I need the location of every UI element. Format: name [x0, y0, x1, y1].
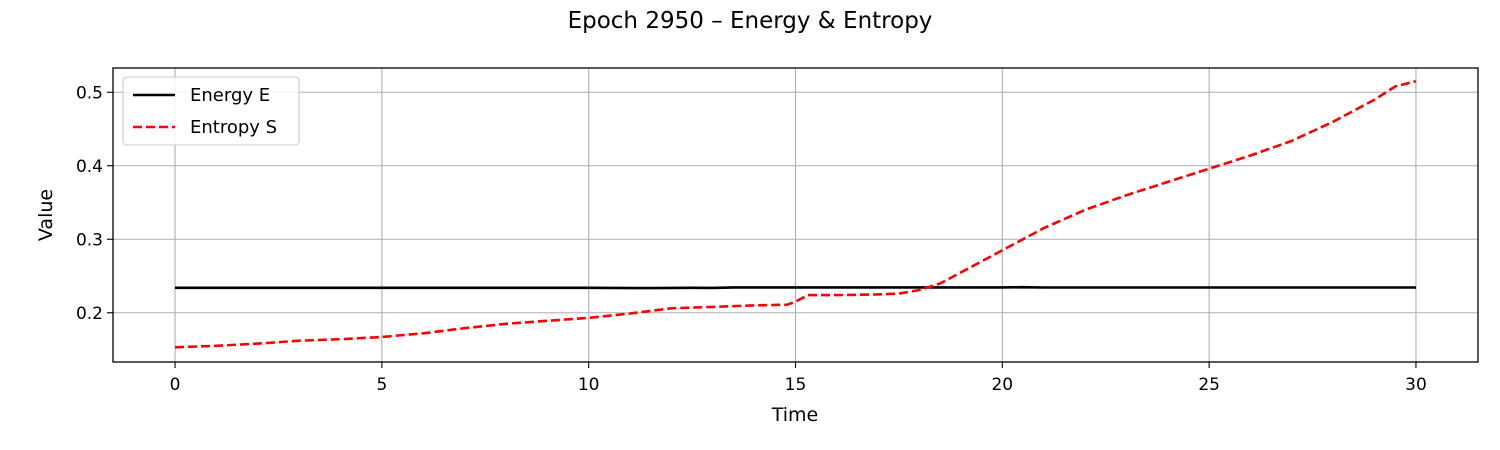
x-tick-label: 0 — [170, 375, 181, 395]
grid-lines — [113, 68, 1478, 362]
series-line-energy-e — [175, 285, 1416, 290]
y-tick-label: 0.3 — [76, 230, 103, 250]
x-tick-label: 10 — [578, 375, 600, 395]
legend: Energy E Entropy S — [122, 76, 300, 146]
series-layer — [174, 79, 1417, 349]
x-axis-label: Time — [771, 404, 819, 426]
x-tick-label: 15 — [785, 375, 807, 395]
legend-label: Entropy S — [190, 117, 277, 138]
y-tick-label: 0.4 — [76, 157, 103, 177]
x-tick-label: 20 — [991, 375, 1013, 395]
y-tick-label: 0.5 — [76, 83, 103, 103]
y-axis-label: Value — [35, 189, 57, 241]
x-tick-label: 30 — [1405, 375, 1427, 395]
legend-label: Energy E — [190, 85, 270, 106]
x-tick-label: 25 — [1198, 375, 1220, 395]
series-line-entropy-s — [174, 79, 1417, 349]
axis-ticks: 0 5 10 15 20 25 30 0.2 0.3 0.4 0.5 — [76, 83, 1427, 395]
y-tick-label: 0.2 — [76, 304, 103, 324]
chart-title: Epoch 2950 – Energy & Entropy — [568, 8, 933, 34]
x-tick-label: 5 — [376, 375, 387, 395]
